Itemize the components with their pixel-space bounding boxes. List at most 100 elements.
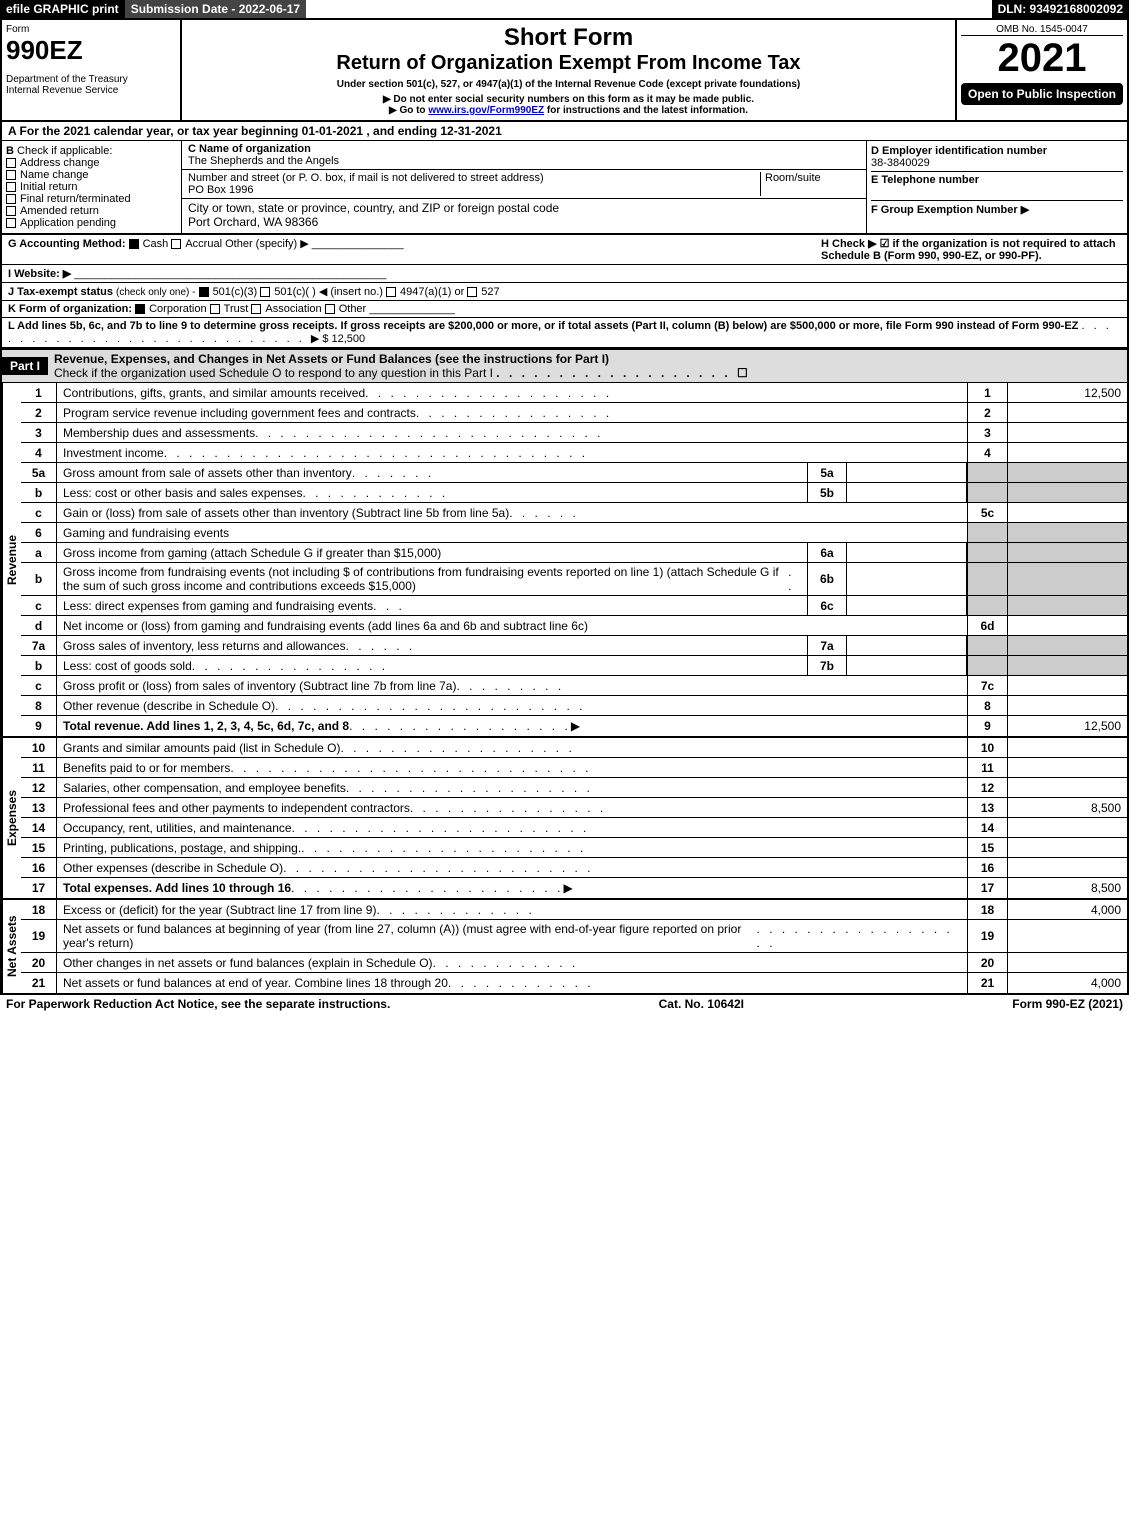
- l1-rnum: 1: [967, 383, 1007, 402]
- l20-val: [1007, 953, 1127, 972]
- e-tel-label: E Telephone number: [871, 174, 979, 186]
- l17-desc: Total expenses. Add lines 10 through 16: [63, 881, 291, 895]
- l7c-rnum: 7c: [967, 676, 1007, 695]
- l14-val: [1007, 818, 1127, 837]
- l20-desc: Other changes in net assets or fund bala…: [63, 956, 433, 970]
- cb-cash[interactable]: [129, 239, 139, 249]
- cb-amended-label: Amended return: [20, 205, 99, 217]
- j-note: (check only one) -: [116, 287, 195, 298]
- line-1: 1 Contributions, gifts, grants, and simi…: [21, 383, 1127, 403]
- l7a-rval-shade: [1007, 636, 1127, 655]
- part1-header-row: Part I Revenue, Expenses, and Changes in…: [2, 349, 1127, 383]
- cb-name-label: Name change: [20, 169, 89, 181]
- cb-501c3[interactable]: [199, 287, 209, 297]
- cb-final[interactable]: [6, 194, 16, 204]
- l7c-num: c: [21, 676, 57, 695]
- l6d-rnum: 6d: [967, 616, 1007, 635]
- line-6a: a Gross income from gaming (attach Sched…: [21, 543, 1127, 563]
- cb-pending-label: Application pending: [20, 217, 116, 229]
- l19-num: 19: [21, 920, 57, 952]
- l6b-rnum-shade: [967, 563, 1007, 595]
- line-18: 18 Excess or (deficit) for the year (Sub…: [21, 900, 1127, 920]
- l1-num: 1: [21, 383, 57, 402]
- l6c-sub: 6c: [807, 596, 847, 615]
- expenses-group: Expenses 10 Grants and similar amounts p…: [2, 738, 1127, 900]
- l21-val: 4,000: [1007, 973, 1127, 993]
- other-label: Other (specify) ▶: [225, 238, 309, 250]
- netassets-group: Net Assets 18 Excess or (deficit) for th…: [2, 900, 1127, 993]
- cb-other[interactable]: [325, 304, 335, 314]
- l5b-num: b: [21, 483, 57, 502]
- l9-rnum: 9: [967, 716, 1007, 736]
- line-4: 4 Investment income . . . . . . . . . . …: [21, 443, 1127, 463]
- l6b-subval: [847, 563, 967, 595]
- l20-rnum: 20: [967, 953, 1007, 972]
- l6-num: 6: [21, 523, 57, 542]
- l7a-desc: Gross sales of inventory, less returns a…: [63, 639, 346, 653]
- l8-num: 8: [21, 696, 57, 715]
- l18-val: 4,000: [1007, 900, 1127, 919]
- l7b-rval-shade: [1007, 656, 1127, 675]
- netassets-vert-label: Net Assets: [2, 900, 21, 993]
- l2-desc: Program service revenue including govern…: [63, 406, 416, 420]
- l7b-subval: [847, 656, 967, 675]
- cb-amended[interactable]: [6, 206, 16, 216]
- line-5c: c Gain or (loss) from sale of assets oth…: [21, 503, 1127, 523]
- part1-checkline: Check if the organization used Schedule …: [54, 366, 493, 380]
- line-9: 9 Total revenue. Add lines 1, 2, 3, 4, 5…: [21, 716, 1127, 736]
- l2-rnum: 2: [967, 403, 1007, 422]
- cb-address[interactable]: [6, 158, 16, 168]
- l14-num: 14: [21, 818, 57, 837]
- line-5a: 5a Gross amount from sale of assets othe…: [21, 463, 1127, 483]
- l19-val: [1007, 920, 1127, 952]
- l5a-rval-shade: [1007, 463, 1127, 482]
- l16-val: [1007, 858, 1127, 877]
- l7a-sub: 7a: [807, 636, 847, 655]
- l3-rnum: 3: [967, 423, 1007, 442]
- l18-desc: Excess or (deficit) for the year (Subtra…: [63, 903, 376, 917]
- part1-label: Part I: [2, 357, 48, 375]
- l10-num: 10: [21, 738, 57, 757]
- l6c-rval-shade: [1007, 596, 1127, 615]
- footer-left: For Paperwork Reduction Act Notice, see …: [6, 997, 390, 1011]
- l6-rnum-shade: [967, 523, 1007, 542]
- cb-pending[interactable]: [6, 218, 16, 228]
- k-label: K Form of organization:: [8, 303, 132, 315]
- cb-accrual[interactable]: [171, 239, 181, 249]
- cb-trust[interactable]: [210, 304, 220, 314]
- j-opt2: 501(c)( ) ◀ (insert no.): [274, 286, 383, 298]
- line-8: 8 Other revenue (describe in Schedule O)…: [21, 696, 1127, 716]
- line-11: 11 Benefits paid to or for members . . .…: [21, 758, 1127, 778]
- l1-desc: Contributions, gifts, grants, and simila…: [63, 386, 365, 400]
- cb-corp[interactable]: [135, 304, 145, 314]
- open-inspection: Open to Public Inspection: [961, 83, 1123, 105]
- l8-desc: Other revenue (describe in Schedule O): [63, 699, 275, 713]
- line-12: 12 Salaries, other compensation, and emp…: [21, 778, 1127, 798]
- cb-527[interactable]: [467, 287, 477, 297]
- cb-assoc[interactable]: [251, 304, 261, 314]
- cb-name[interactable]: [6, 170, 16, 180]
- section-c: C Name of organization The Shepherds and…: [182, 141, 867, 233]
- line-6: 6 Gaming and fundraising events: [21, 523, 1127, 543]
- efile-label: efile GRAPHIC print: [0, 0, 125, 18]
- cb-initial[interactable]: [6, 182, 16, 192]
- dln-label: DLN: 93492168002092: [992, 0, 1129, 18]
- revenue-vert-label: Revenue: [2, 383, 21, 736]
- l15-rnum: 15: [967, 838, 1007, 857]
- l6a-desc: Gross income from gaming (attach Schedul…: [63, 546, 441, 560]
- l7b-rnum-shade: [967, 656, 1007, 675]
- l5a-sub: 5a: [807, 463, 847, 482]
- goto-link[interactable]: www.irs.gov/Form990EZ: [428, 105, 544, 116]
- title-return: Return of Organization Exempt From Incom…: [186, 52, 951, 75]
- l6a-subval: [847, 543, 967, 562]
- form-word: Form: [6, 24, 176, 35]
- cb-4947[interactable]: [386, 287, 396, 297]
- cb-501c[interactable]: [260, 287, 270, 297]
- l6d-num: d: [21, 616, 57, 635]
- l13-num: 13: [21, 798, 57, 817]
- cash-label: Cash: [143, 238, 169, 250]
- l2-num: 2: [21, 403, 57, 422]
- l5a-subval: [847, 463, 967, 482]
- l4-rnum: 4: [967, 443, 1007, 462]
- k-trust: Trust: [224, 303, 249, 315]
